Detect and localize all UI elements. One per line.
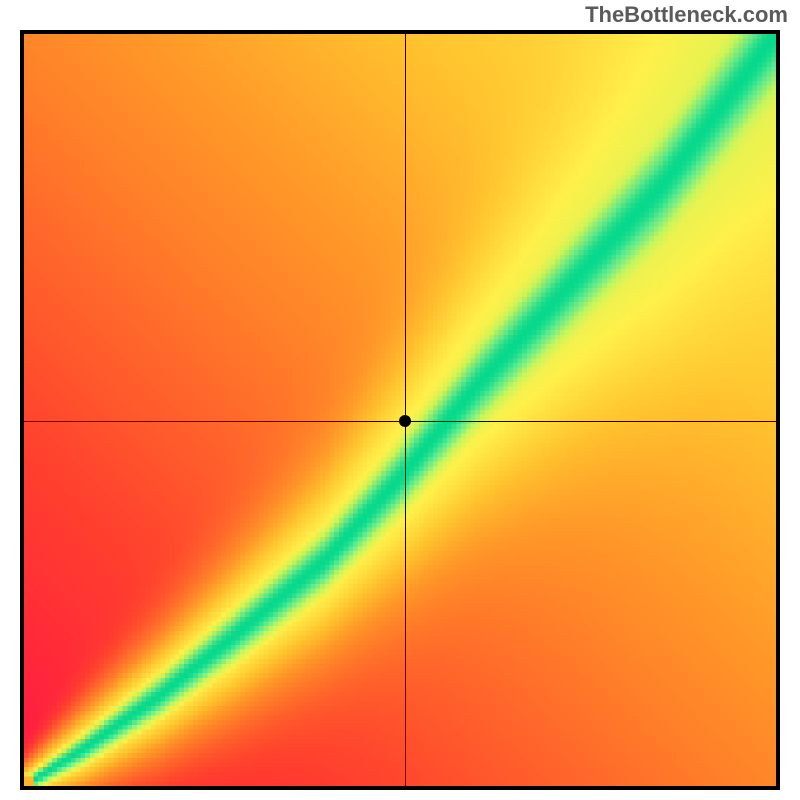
watermark-text: TheBottleneck.com xyxy=(585,2,788,28)
chart-container: TheBottleneck.com xyxy=(0,0,800,800)
plot-border xyxy=(20,30,780,790)
